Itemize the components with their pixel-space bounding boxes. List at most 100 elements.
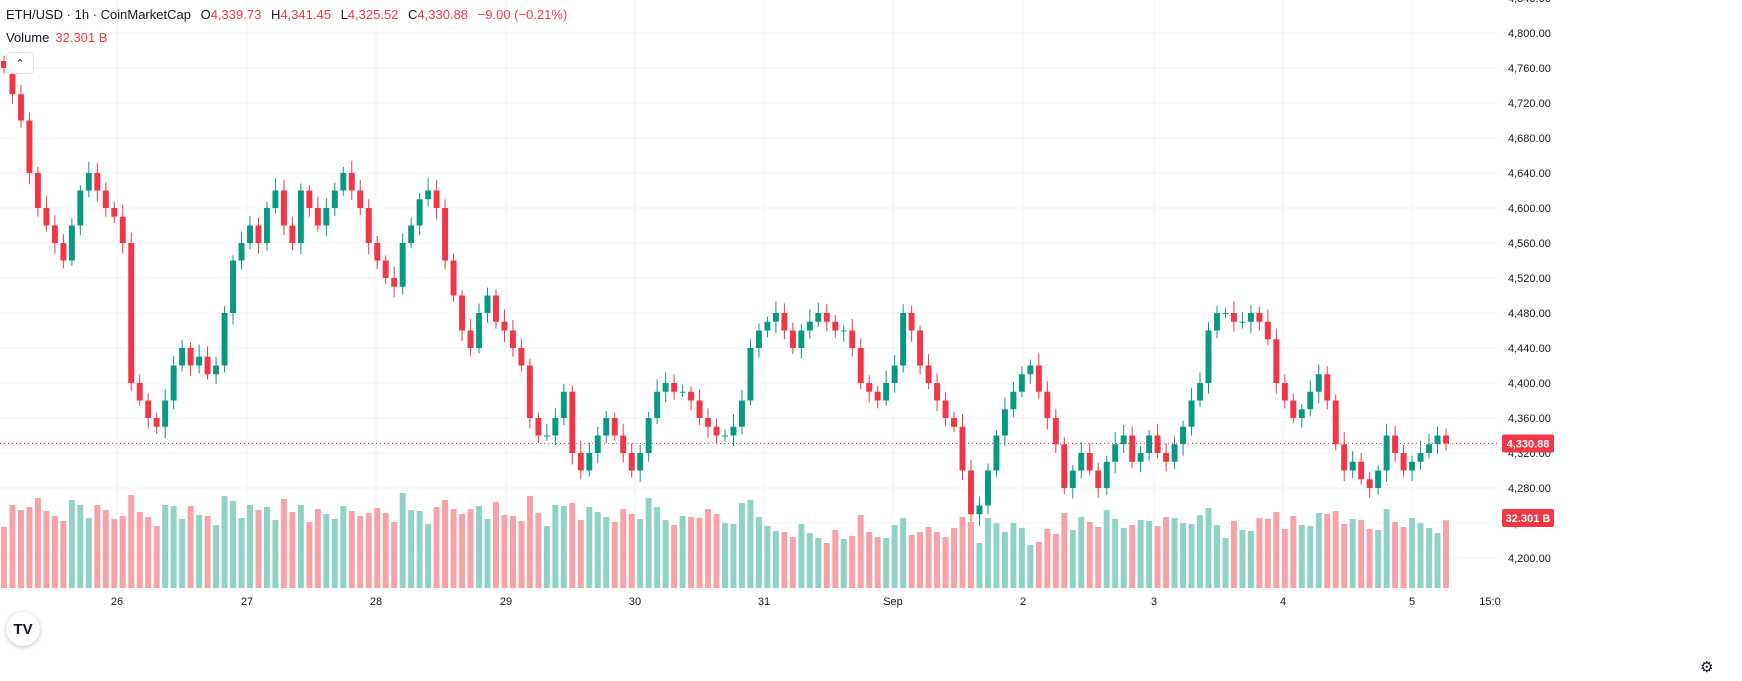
volume-bar (128, 495, 135, 588)
volume-bar (119, 516, 126, 588)
volume-bar (586, 507, 593, 588)
volume-bar (611, 522, 618, 588)
volume-bar (357, 516, 364, 588)
y-tick-label: 4,760.00 (1508, 63, 1551, 75)
candle-body (755, 330, 762, 348)
x-tick-label: 27 (241, 596, 253, 608)
candle-body (493, 295, 499, 322)
y-tick-label: 4,720.00 (1508, 98, 1551, 110)
candle-body (162, 400, 169, 427)
candle-body (1400, 453, 1407, 471)
gear-icon[interactable]: ⚙ (1700, 659, 1714, 676)
x-tick-label: 3 (1151, 596, 1157, 608)
candle-body (984, 470, 991, 506)
candle-body (501, 321, 508, 331)
volume-label[interactable]: Volume (6, 30, 50, 45)
volume-bar (1095, 527, 1102, 588)
candle-body (866, 383, 873, 392)
volume-bar (1298, 525, 1305, 588)
candle-body (433, 190, 440, 208)
candle-body (272, 190, 279, 208)
volume-bar (501, 515, 508, 588)
candle-body (1035, 365, 1042, 392)
volume-bar (874, 537, 881, 588)
candle-body (891, 365, 898, 383)
symbol-title[interactable]: ETH/USD · 1h · CoinMarketCap (6, 7, 191, 22)
candle-body (1078, 453, 1085, 471)
last-volume-label: 32.301 B (1506, 513, 1551, 525)
volume-bar (1375, 530, 1382, 588)
volume-bar (594, 512, 601, 588)
volume-bar (806, 533, 813, 588)
candle-body (603, 418, 610, 436)
volume-bar (798, 524, 805, 588)
open-value: 4,339.73 (210, 7, 262, 22)
collapse-legend-button[interactable]: ⌃ (6, 52, 34, 74)
volume-bar (959, 517, 966, 588)
volume-bar (213, 525, 220, 588)
volume-bar (1349, 519, 1356, 588)
candle-body (628, 453, 635, 471)
candle-body (1103, 461, 1110, 488)
candle-body (399, 243, 406, 287)
volume-bar (484, 519, 491, 588)
candle-body (221, 313, 228, 366)
x-tick-label: 28 (370, 596, 382, 608)
volume-bar (671, 525, 678, 588)
candle-body (1426, 444, 1433, 453)
y-tick-label: 4,400.00 (1508, 378, 1551, 390)
volume-bar (1324, 514, 1331, 588)
candle-body (976, 505, 983, 515)
x-tick-label: 31 (758, 596, 770, 608)
candle-body (1044, 391, 1051, 418)
volume-bar (263, 507, 270, 588)
volume-bar (535, 513, 542, 588)
open-label: O (200, 7, 211, 22)
candle-body (696, 400, 703, 418)
candle-body (85, 173, 92, 191)
candle-body (136, 383, 143, 401)
volume-bar (85, 518, 92, 588)
volume-bar (306, 522, 313, 588)
candle-body (255, 225, 262, 243)
candle-body (196, 356, 203, 366)
candle-body (1146, 435, 1153, 453)
candle-body (1197, 383, 1203, 401)
y-tick-label: 4,560.00 (1508, 238, 1551, 250)
volume-bar (1146, 521, 1153, 588)
candle-body (1358, 461, 1365, 480)
candle-body (993, 435, 1000, 471)
close-value: 4,330.88 (417, 7, 469, 22)
candle-body (416, 199, 423, 226)
volume-bar (459, 514, 466, 588)
volume-bar (17, 510, 24, 588)
tradingview-logo-icon[interactable]: TV (6, 612, 40, 646)
y-tick-label: 4,280.00 (1508, 483, 1551, 495)
candle-body (874, 391, 881, 401)
volume-bar (603, 517, 610, 588)
volume-bar (789, 537, 796, 588)
candle-body (1366, 479, 1373, 488)
candle-body (425, 190, 432, 200)
candle-body (26, 120, 33, 173)
candle-body (187, 348, 194, 366)
last-price-tag (1502, 434, 1554, 453)
candle-body (1214, 313, 1220, 331)
candle-body (560, 391, 567, 418)
candle-body (535, 418, 542, 436)
candle-body (179, 348, 186, 366)
candle-body (1154, 435, 1161, 453)
candle-body (1298, 409, 1305, 418)
candle-body (951, 418, 957, 427)
candle-body (671, 383, 678, 392)
volume-bar (1154, 526, 1161, 588)
volume-bar (221, 496, 228, 588)
volume-bar (1214, 525, 1220, 588)
volume-bar (917, 532, 924, 588)
x-tick-label: 26 (111, 596, 123, 608)
volume-bar (637, 519, 644, 588)
volume-bar (1434, 533, 1441, 588)
candle-body (1290, 400, 1297, 418)
candle-body (569, 391, 576, 453)
